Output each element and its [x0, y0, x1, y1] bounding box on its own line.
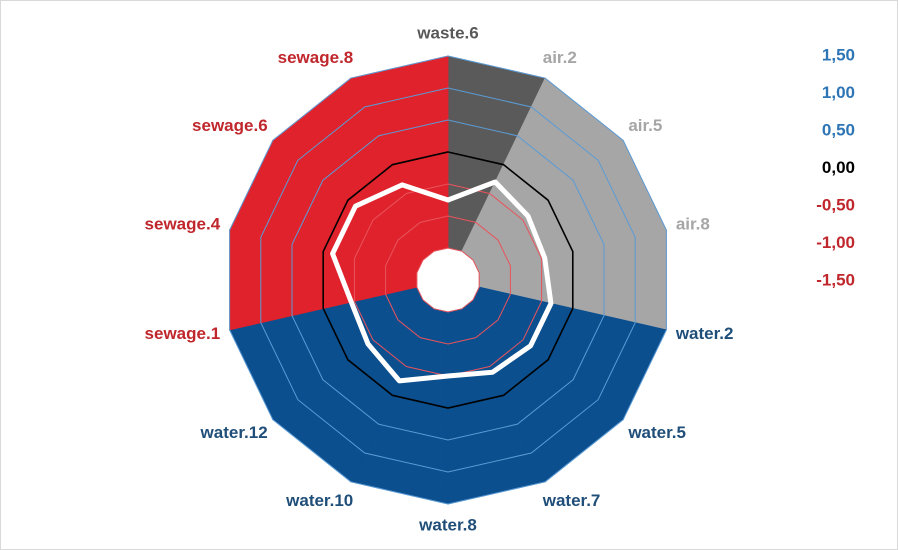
- grid-ring: [291, 119, 605, 441]
- category-label: water.2: [675, 324, 734, 343]
- y-tick-label: -1,00: [816, 233, 855, 252]
- grid-ring: [229, 55, 667, 505]
- category-label: sewage.4: [145, 215, 221, 234]
- category-label: air.5: [628, 116, 662, 135]
- category-label: water.5: [627, 423, 686, 442]
- category-label: water.10: [285, 491, 353, 510]
- category-label: water.8: [418, 515, 477, 534]
- y-tick-label: 0,00: [822, 158, 855, 177]
- data-line: [330, 179, 554, 384]
- y-tick-label: -0,50: [816, 195, 855, 214]
- grid-ring: [260, 87, 636, 473]
- category-label: sewage.6: [192, 116, 268, 135]
- category-label: sewage.1: [145, 324, 221, 343]
- category-label: water.7: [542, 491, 601, 510]
- category-label: air.2: [543, 48, 577, 67]
- y-tick-label: 0,50: [822, 120, 855, 139]
- y-tick-label: 1,00: [822, 83, 855, 102]
- grid-ring: [322, 151, 574, 409]
- category-label: sewage.8: [278, 48, 354, 67]
- grid-ring: [385, 215, 511, 345]
- y-tick-label: -1,50: [816, 270, 855, 289]
- category-label: air.8: [676, 215, 710, 234]
- category-label: waste.6: [416, 23, 478, 42]
- category-label: water.12: [200, 423, 268, 442]
- y-tick-label: 1,50: [822, 45, 855, 64]
- grid-ring: [416, 247, 480, 313]
